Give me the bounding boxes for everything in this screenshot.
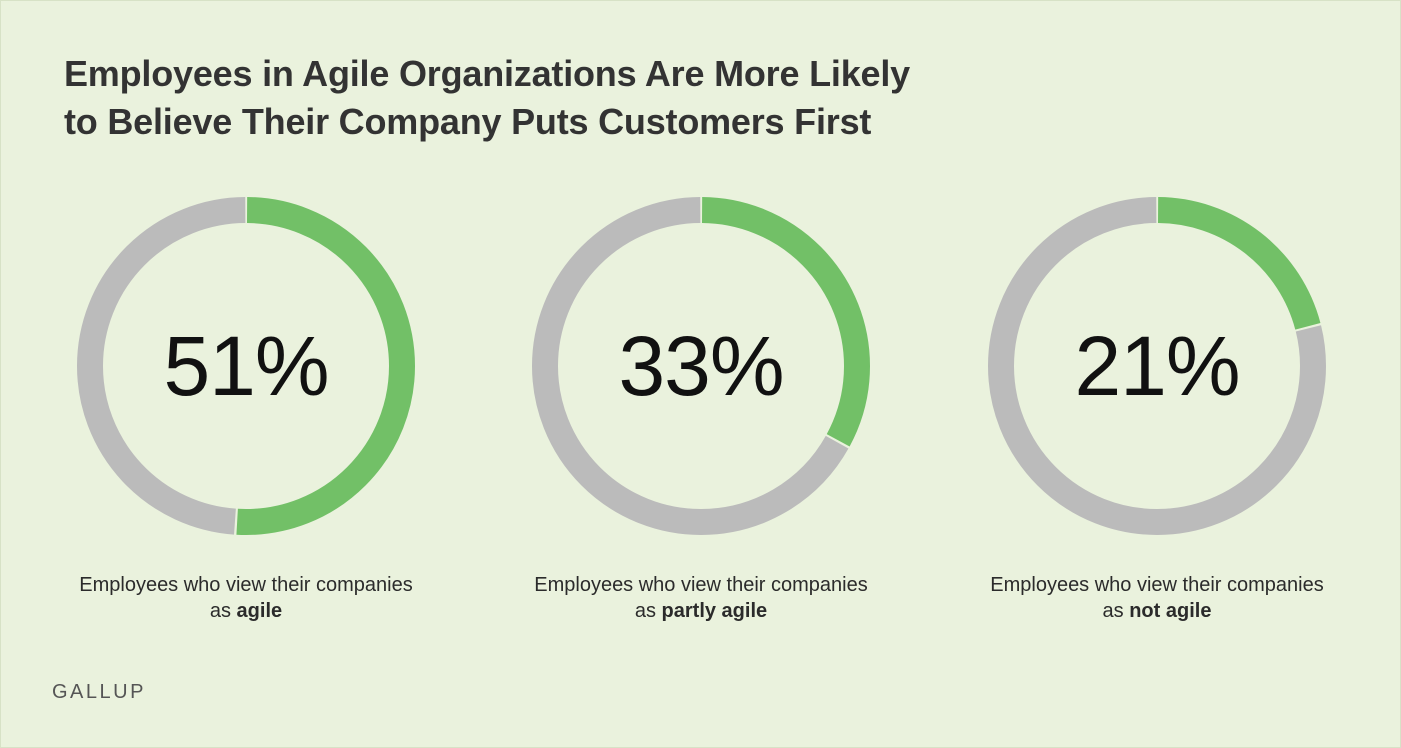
donut-slice-partly-agile bbox=[532, 197, 870, 535]
donut-slice-remainder bbox=[988, 197, 1326, 535]
caption-not-agile-bold: not agile bbox=[1129, 600, 1212, 622]
donut-ring-group bbox=[77, 197, 415, 535]
chart-title: Employees in Agile Organizations Are Mor… bbox=[64, 50, 1064, 146]
donut-svg-partly-agile bbox=[532, 197, 870, 535]
caption-not-agile: Employees who view their companies as no… bbox=[987, 572, 1327, 624]
caption-agile: Employees who view their companies as ag… bbox=[76, 572, 416, 624]
value-label-partly-agile: 33% bbox=[618, 319, 784, 413]
gallup-logo: GALLUP bbox=[52, 681, 146, 703]
donut-svg-not-agile bbox=[988, 197, 1326, 535]
donut-ring-group bbox=[532, 197, 870, 535]
caption-partly-agile: Employees who view their companies as pa… bbox=[531, 572, 871, 624]
value-label-not-agile: 21% bbox=[1074, 319, 1240, 413]
chart-title-line-2: to Believe Their Company Puts Customers … bbox=[64, 101, 872, 142]
caption-agile-bold: agile bbox=[236, 600, 283, 622]
caption-partly-agile-bold: partly agile bbox=[661, 600, 768, 622]
value-label-agile: 51% bbox=[163, 319, 329, 413]
donut-chart-partly-agile: 33% bbox=[531, 196, 871, 536]
caption-not-agile-prefix: Employees who view their companies as bbox=[990, 574, 1324, 622]
donut-slice-remainder bbox=[77, 197, 415, 535]
donut-chart-not-agile: 21% bbox=[987, 196, 1327, 536]
caption-partly-agile-prefix: Employees who view their companies as bbox=[534, 574, 868, 622]
donut-chart-agile: 51% bbox=[76, 196, 416, 536]
caption-agile-prefix: Employees who view their companies as bbox=[79, 574, 413, 622]
donut-slice-agile bbox=[77, 197, 415, 535]
chart-title-line-1: Employees in Agile Organizations Are Mor… bbox=[64, 53, 910, 94]
donut-svg-agile bbox=[77, 197, 415, 535]
donut-slice-remainder bbox=[532, 197, 870, 535]
donut-ring-group bbox=[988, 197, 1326, 535]
